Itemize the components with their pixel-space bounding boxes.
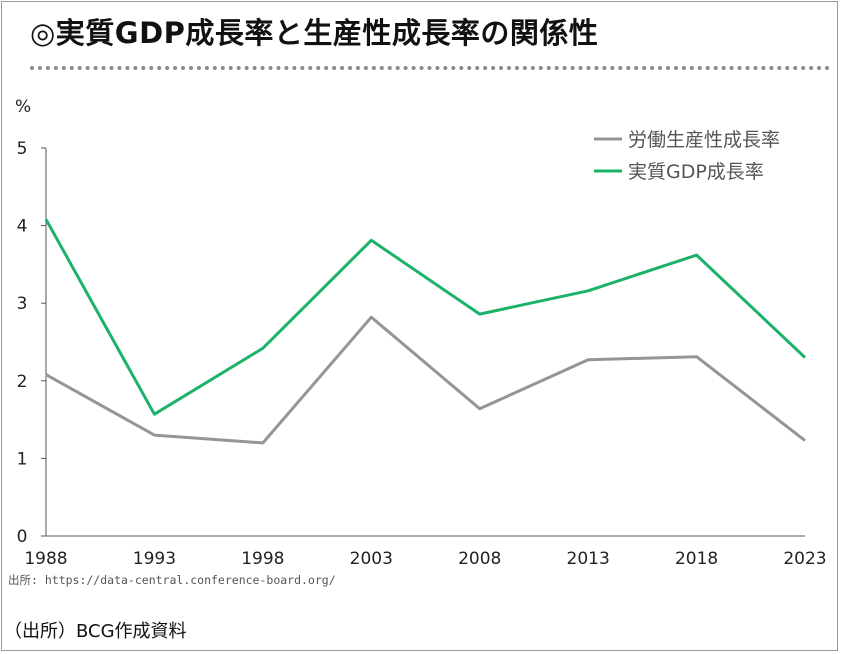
series-lines [44,218,807,445]
y-tick-label: 1 [17,449,28,469]
page-title: ◎実質GDP成長率と生産性成長率の関係性 [30,16,599,50]
x-tick-labels: 1988 1993 1998 2003 2008 2013 2018 2023 [24,549,826,569]
source-credit: （出所）BCG作成資料 [4,621,187,642]
x-tick-label: 2018 [675,549,718,569]
y-tick-label: 5 [17,139,28,159]
series-line-labor-productivity [45,315,806,445]
y-tick-label: 4 [17,217,28,237]
series-line-real-gdp [44,218,807,416]
x-tick-label: 1988 [24,549,67,569]
legend-label: 労働生産性成長率 [628,129,780,151]
y-tick-labels: 0 1 2 3 4 5 [17,139,28,547]
title-divider [30,66,830,70]
x-tick-label: 2013 [567,549,610,569]
y-axis-unit-label: % [15,97,31,117]
x-tick-label: 1993 [133,549,176,569]
data-source-note: 出所: https://data-central.conference-boar… [8,573,336,587]
x-tick-label: 2008 [458,549,501,569]
x-tick-label: 1998 [241,549,284,569]
y-tick-label: 3 [17,294,28,314]
x-tick-label: 2023 [783,549,826,569]
axes [41,147,805,537]
x-tick-label: 2003 [350,549,393,569]
y-tick-label: 2 [17,372,28,392]
legend-label: 実質GDP成長率 [628,161,764,183]
y-tick-label: 0 [17,527,28,547]
